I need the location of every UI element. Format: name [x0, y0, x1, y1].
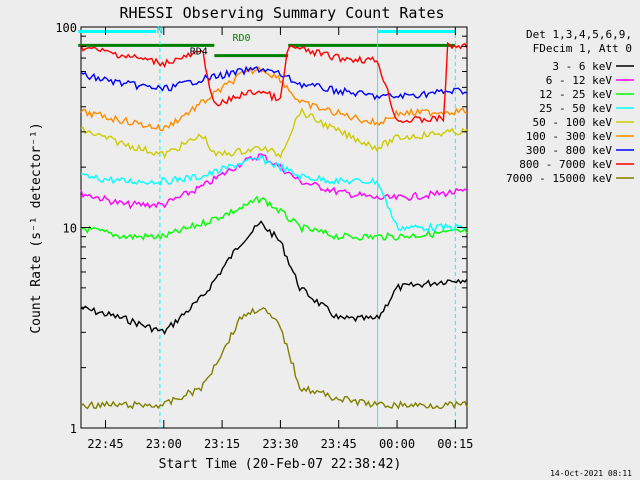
legend-label: 7000 - 15000 keV — [506, 172, 612, 185]
x-tick-label: 23:30 — [262, 437, 298, 451]
chart-title: RHESSI Observing Summary Count Rates — [119, 4, 444, 22]
x-tick-label: 22:45 — [87, 437, 123, 451]
x-tick-label: 00:00 — [379, 437, 415, 451]
timestamp: 14-Oct-2021 08:11 — [550, 469, 632, 478]
markers-layer — [159, 27, 456, 428]
y-tick-label: 1 — [70, 422, 77, 436]
legend: Det 1,3,4,5,6,9,FDecim 1, Att 0 3 - 6 keV… — [506, 28, 634, 185]
annotations-layer: N RD0 RD4 — [157, 25, 251, 57]
legend-header: FDecim 1, Att 0 — [533, 42, 632, 55]
legend-label: 6 - 12 keV — [546, 74, 613, 87]
series-layer — [80, 41, 468, 410]
y-tick-label: 100 — [55, 21, 77, 35]
legend-label: 300 - 800 keV — [526, 144, 612, 157]
status-bars-layer — [78, 29, 456, 58]
legend-label: 50 - 100 keV — [533, 116, 613, 129]
series-line — [80, 307, 468, 410]
legend-header: Det 1,3,4,5,6,9, — [526, 28, 632, 41]
series-line — [80, 65, 468, 132]
legend-label: 12 - 25 keV — [539, 88, 612, 101]
annotation-label: RD4 — [190, 46, 208, 57]
x-axis-label: Start Time (20-Feb-07 22:38:42) — [159, 457, 402, 472]
axes-layer: 22:45 23:00 23:15 23:30 23:45 00:00 00:15 1 10 10… — [55, 21, 473, 451]
legend-label: 25 - 50 keV — [539, 102, 612, 115]
series-line — [80, 107, 468, 160]
series-line — [80, 65, 468, 101]
series-line — [80, 154, 468, 232]
y-tick-label: 10 — [63, 222, 77, 236]
x-tick-label: 00:15 — [437, 437, 473, 451]
annotation-label: RD0 — [233, 33, 251, 44]
x-tick-label: 23:15 — [204, 437, 240, 451]
series-line — [80, 220, 468, 336]
y-axis-label: Count Rate (s⁻¹ detector⁻¹) — [29, 122, 44, 333]
x-tick-label: 23:45 — [321, 437, 357, 451]
series-line — [80, 153, 468, 210]
annotation-label: N — [157, 25, 163, 36]
series-line — [80, 195, 468, 241]
legend-label: 100 - 300 keV — [526, 130, 612, 143]
legend-label: 3 - 6 keV — [552, 60, 612, 73]
legend-label: 800 - 7000 keV — [519, 158, 612, 171]
series-line — [80, 41, 468, 124]
x-tick-label: 23:00 — [146, 437, 182, 451]
